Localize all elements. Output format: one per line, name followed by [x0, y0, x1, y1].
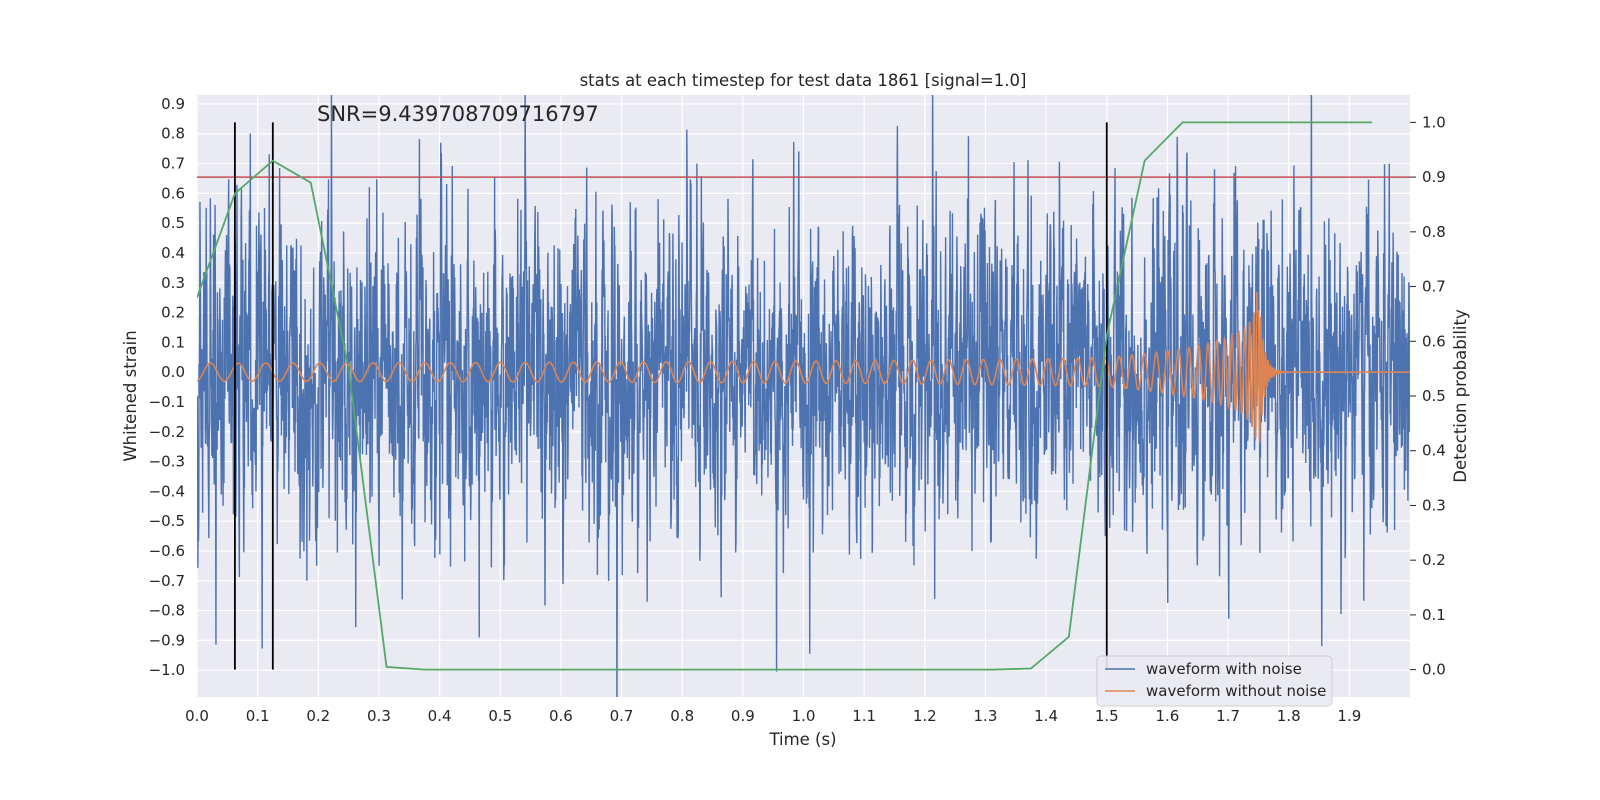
y-left-tick-label: 0.5 — [161, 214, 185, 232]
y-axis-right-label: Detection probability — [1451, 309, 1470, 483]
y-right-tick-label: 0.9 — [1422, 168, 1446, 186]
snr-annotation: SNR=9.439708709716797 — [317, 102, 599, 126]
x-tick-label: 1.2 — [913, 707, 937, 725]
y-right-tick-label: 0.0 — [1422, 661, 1446, 679]
x-axis-ticks: 0.0 0.1 0.2 0.3 0.4 0.5 0.6 0.7 0.8 0.9 1.0 1.1 1.2 1… — [185, 707, 1361, 725]
y-left-tick-label: −0.1 — [149, 393, 185, 411]
series-waveform-with-noise — [197, 95, 1410, 697]
y-left-tick-label: 0.4 — [161, 244, 185, 262]
legend: waveform with noise waveform without noi… — [1096, 655, 1333, 707]
chart-title: stats at each timestep for test data 186… — [580, 71, 1027, 90]
y-left-tick-label: −0.2 — [149, 423, 185, 441]
y-right-tick-label: 0.8 — [1422, 223, 1446, 241]
x-tick-label: 0.8 — [670, 707, 694, 725]
x-tick-label: 0.5 — [488, 707, 512, 725]
series-detection-probability — [197, 121, 1373, 671]
x-tick-label: 1.9 — [1337, 707, 1361, 725]
x-tick-label: 1.8 — [1277, 707, 1301, 725]
y-left-tick-label: −0.8 — [149, 602, 185, 620]
y-left-tick-label: 0.7 — [161, 155, 185, 173]
y-right-tick-label: 0.1 — [1422, 606, 1446, 624]
x-tick-label: 1.3 — [974, 707, 998, 725]
x-tick-label: 0.4 — [428, 707, 452, 725]
y-right-tick-label: 0.3 — [1422, 496, 1446, 514]
y-right-tick-label: 0.7 — [1422, 278, 1446, 296]
y-left-tick-label: −0.6 — [149, 542, 185, 560]
legend-label-noise: waveform with noise — [1146, 660, 1302, 678]
y-right-tick-label: 0.5 — [1422, 387, 1446, 405]
y-axis-left-label: Whitened strain — [121, 330, 140, 461]
x-tick-label: 0.2 — [306, 707, 330, 725]
y-left-tick-label: −0.7 — [149, 572, 185, 590]
y-left-tick-label: 0.6 — [161, 184, 185, 202]
y-left-tick-label: 0.2 — [161, 304, 185, 322]
y-left-tick-label: −0.9 — [149, 631, 185, 649]
y-left-tick-label: −0.3 — [149, 453, 185, 471]
y-right-tick-label: 0.6 — [1422, 332, 1446, 350]
detection-markers — [234, 122, 1108, 670]
x-tick-label: 1.6 — [1155, 707, 1179, 725]
x-tick-label: 0.6 — [549, 707, 573, 725]
x-tick-label: 0.7 — [610, 707, 634, 725]
y-left-tick-label: 0.0 — [161, 363, 185, 381]
x-tick-label: 1.0 — [792, 707, 816, 725]
y-right-tick-label: 0.4 — [1422, 442, 1446, 460]
legend-box — [1096, 655, 1333, 707]
x-axis-label: Time (s) — [768, 730, 836, 749]
x-tick-label: 1.1 — [852, 707, 876, 725]
x-tick-label: 1.7 — [1216, 707, 1240, 725]
y-left-tick-label: 0.3 — [161, 274, 185, 292]
y-axis-right-ticks: 1.0 0.9 0.8 0.7 0.6 0.5 0.4 0.3 0.2 0.1 0.0 — [1410, 113, 1446, 679]
series-waveform-without-noise — [197, 291, 1410, 444]
y-left-tick-label: −0.5 — [149, 512, 185, 530]
y-left-tick-label: 0.1 — [161, 333, 185, 351]
y-left-tick-label: 0.9 — [161, 95, 185, 113]
y-right-tick-label: 1.0 — [1422, 113, 1446, 131]
y-left-tick-label: 0.8 — [161, 125, 185, 143]
y-left-tick-label: −1.0 — [149, 661, 185, 679]
x-tick-label: 0.0 — [185, 707, 209, 725]
y-left-tick-label: −0.4 — [149, 482, 185, 500]
x-tick-label: 0.3 — [367, 707, 391, 725]
x-tick-label: 1.5 — [1095, 707, 1119, 725]
x-tick-label: 0.1 — [246, 707, 270, 725]
y-right-tick-label: 0.2 — [1422, 551, 1446, 569]
x-tick-label: 1.4 — [1034, 707, 1058, 725]
y-axis-left-ticks: 0.9 0.8 0.7 0.6 0.5 0.4 0.3 0.2 0.1 0.0 −0.1 −0.2 −0… — [149, 95, 185, 679]
x-tick-label: 0.9 — [731, 707, 755, 725]
legend-label-clean: waveform without noise — [1146, 682, 1326, 700]
